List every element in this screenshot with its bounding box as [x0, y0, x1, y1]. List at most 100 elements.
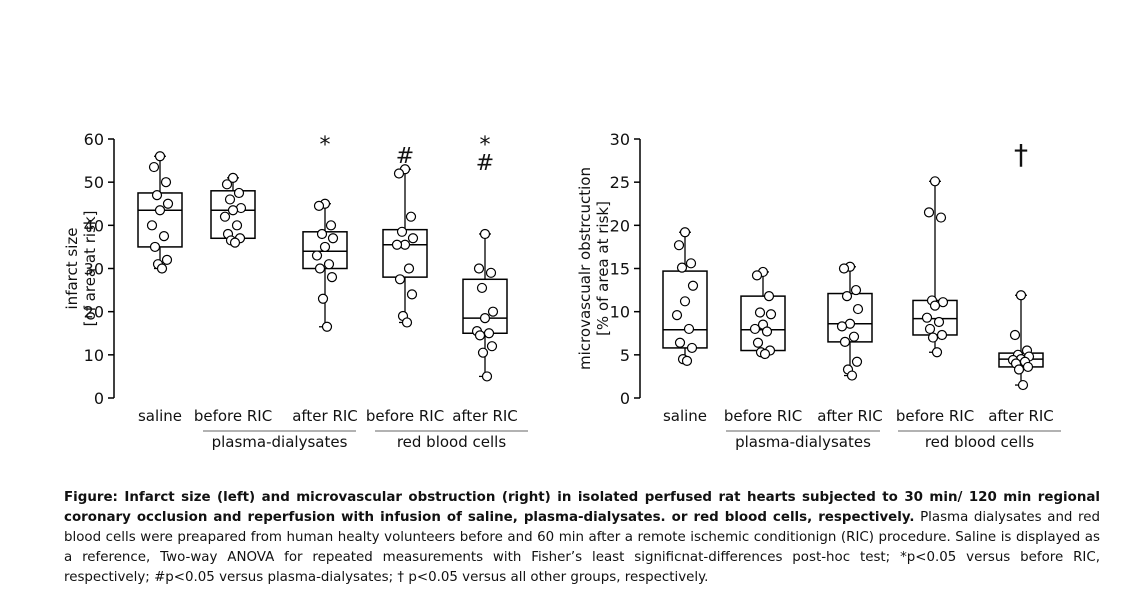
data-point — [227, 205, 239, 216]
data-point — [850, 284, 862, 296]
data-point — [224, 194, 236, 205]
data-point — [146, 220, 158, 231]
y-tick-label: 25 — [610, 173, 630, 192]
data-point — [323, 259, 335, 270]
data-point — [160, 177, 172, 188]
y-tick-label: 15 — [610, 260, 630, 279]
y-axis-label: microvascualr obstrcuction — [576, 167, 594, 370]
data-point — [1013, 364, 1025, 375]
data-point — [763, 291, 775, 302]
data-point — [162, 198, 174, 209]
data-point — [671, 310, 683, 321]
box-2 — [740, 271, 786, 355]
x-tick-label: after RIC — [817, 407, 883, 425]
x-tick-label: after RIC — [988, 407, 1054, 425]
data-point — [754, 307, 766, 318]
data-point — [1009, 329, 1021, 341]
data-point — [321, 321, 333, 332]
y-tick-label: 5 — [620, 346, 630, 365]
data-point — [683, 323, 695, 335]
group-label: plasma-dialysates — [212, 433, 348, 451]
x-tick-label: before RIC — [724, 407, 802, 425]
y-tick-label: 20 — [84, 303, 104, 322]
data-point — [316, 228, 328, 240]
data-point — [231, 220, 243, 231]
data-point — [396, 226, 408, 237]
data-point — [487, 306, 499, 317]
data-point — [676, 262, 688, 273]
data-point — [154, 205, 166, 216]
data-point — [327, 233, 339, 244]
data-point — [749, 323, 761, 335]
data-point — [933, 316, 945, 328]
data-point — [394, 274, 406, 285]
data-point — [927, 332, 939, 343]
significance-mark: * — [480, 133, 491, 158]
x-tick-label: before RIC — [366, 407, 444, 425]
data-point — [921, 312, 933, 323]
data-point — [227, 172, 239, 183]
y-tick-label: 40 — [84, 216, 104, 235]
box-4 — [912, 180, 958, 353]
significance-mark: * — [320, 133, 331, 158]
data-point — [149, 241, 161, 253]
y-tick-label: 60 — [84, 130, 104, 149]
data-point — [317, 293, 329, 304]
data-point — [839, 336, 851, 347]
data-point — [219, 211, 231, 222]
data-point — [929, 176, 941, 187]
data-point — [326, 272, 338, 283]
significance-mark: # — [396, 144, 414, 169]
data-point — [846, 370, 858, 381]
data-point — [679, 296, 691, 307]
data-point — [1017, 379, 1029, 391]
group-label: red blood cells — [925, 433, 1034, 451]
x-tick-label: saline — [663, 407, 707, 425]
data-point — [477, 347, 489, 358]
y-tick-label: 0 — [94, 389, 104, 408]
x-tick-label: saline — [138, 407, 182, 425]
data-point — [479, 313, 491, 324]
data-point — [314, 263, 326, 274]
caption-text: Plasma dialysates and red blood cells we… — [64, 510, 1100, 585]
data-point — [474, 330, 486, 341]
data-point — [836, 321, 848, 332]
group-label: red blood cells — [397, 433, 506, 451]
y-tick-label: 30 — [610, 130, 630, 149]
data-point — [325, 220, 337, 231]
data-point — [929, 300, 941, 311]
x-tick-label: after RIC — [452, 407, 518, 425]
data-point — [841, 291, 853, 302]
data-point — [848, 331, 860, 342]
group-label: plasma-dialysates — [735, 433, 871, 451]
data-point — [407, 233, 419, 244]
significance-mark: # — [476, 151, 494, 176]
data-point — [156, 263, 168, 274]
data-point — [931, 347, 943, 358]
caption-bold: Figure: Infarct size (left) and microvas… — [64, 490, 1100, 525]
data-point — [686, 342, 698, 354]
y-axis-label: infarct size — [63, 228, 81, 310]
x-tick-label: after RIC — [292, 407, 358, 425]
data-point — [391, 239, 403, 250]
data-point — [154, 151, 166, 162]
y-tick-label: 50 — [84, 173, 104, 192]
data-point — [924, 323, 936, 335]
figure-caption: Figure: Infarct size (left) and microvas… — [64, 488, 1100, 588]
data-point — [674, 337, 686, 348]
data-point — [687, 280, 699, 291]
data-point — [1022, 361, 1034, 373]
data-point — [476, 282, 488, 294]
data-point — [473, 263, 485, 274]
data-point — [311, 250, 323, 261]
data-point — [485, 267, 497, 278]
y-axis-label: [of area at risk] — [81, 211, 99, 327]
y-tick-label: 0 — [620, 389, 630, 408]
box-iqr — [662, 270, 708, 349]
box-iqr — [740, 295, 786, 352]
y-axis-label: [% of area at risk] — [594, 201, 612, 336]
x-tick-label: before RIC — [194, 407, 272, 425]
data-point — [229, 237, 241, 248]
x-tick-label: before RIC — [896, 407, 974, 425]
